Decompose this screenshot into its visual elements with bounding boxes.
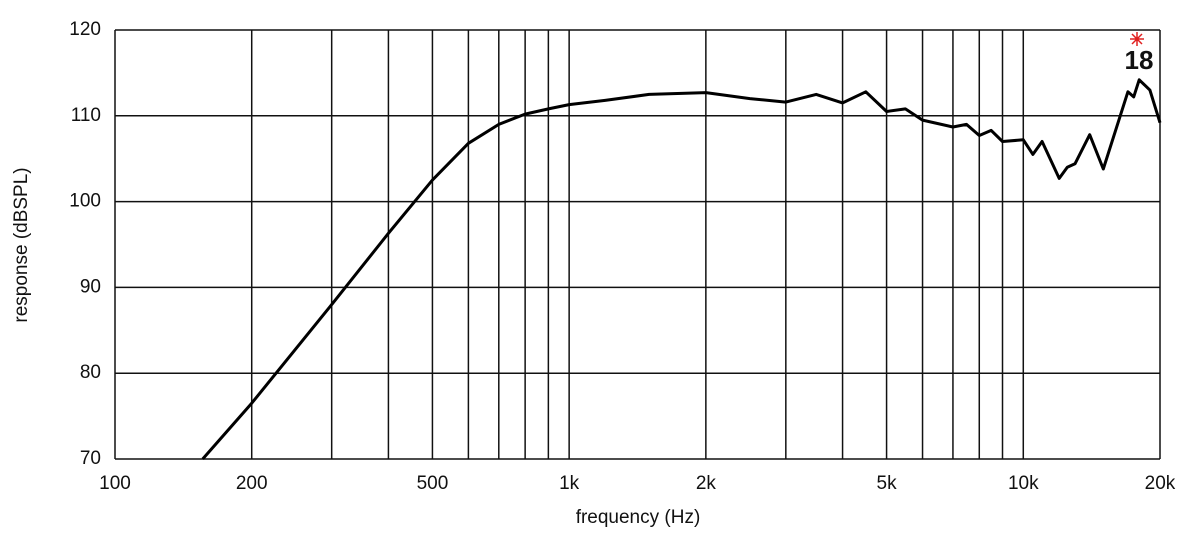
logo: 18	[1125, 45, 1154, 75]
x-tick-label: 500	[417, 473, 449, 494]
y-tick-label: 70	[80, 448, 101, 469]
x-tick-label: 2k	[696, 473, 717, 494]
y-tick-label: 110	[71, 105, 101, 126]
y-tick-label: 100	[69, 191, 101, 212]
x-tick-label: 20k	[1145, 473, 1176, 494]
y-tick-label: 90	[80, 276, 101, 297]
logo-star	[1130, 32, 1144, 46]
response-line	[201, 78, 1162, 460]
y-tick-label: 80	[80, 362, 101, 383]
x-tick-label: 10k	[1008, 473, 1039, 494]
y-axis-label: response (dBSPL)	[11, 167, 32, 322]
x-tick-label: 1k	[559, 473, 580, 494]
x-tick-label: 5k	[877, 473, 898, 494]
x-axis-label: frequency (Hz)	[576, 507, 701, 528]
y-tick-label: 120	[69, 19, 101, 40]
x-tick-label: 100	[99, 473, 131, 494]
x-tick-label: 200	[236, 473, 268, 494]
